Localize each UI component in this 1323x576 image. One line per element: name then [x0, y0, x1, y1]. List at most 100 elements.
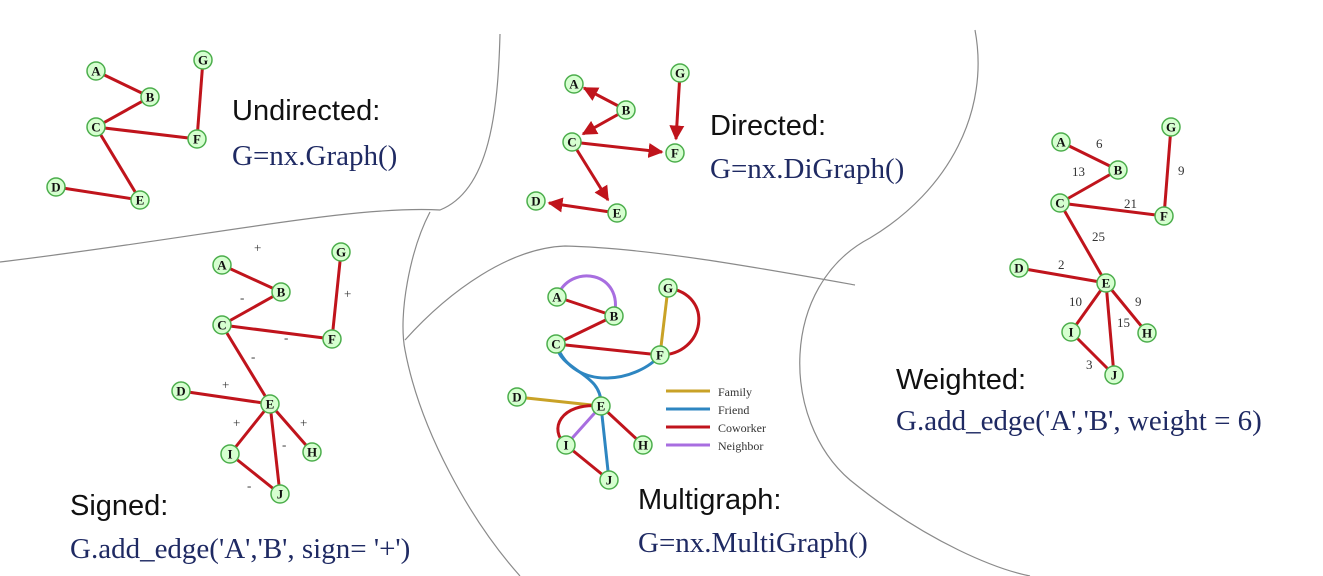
weight-label: 9 [1135, 294, 1142, 309]
edge-e-h [1104, 282, 1149, 334]
weight-label: 9 [1178, 163, 1185, 178]
node-i: I [220, 444, 240, 464]
node-e: E [591, 396, 611, 416]
divider-multigraph [404, 245, 856, 341]
edge-g-f [1162, 126, 1173, 217]
svg-text:G: G [336, 245, 346, 260]
node-f: F [665, 143, 685, 163]
svg-text:E: E [597, 399, 606, 414]
sign-label: - [251, 349, 255, 364]
node-e: E [607, 203, 627, 223]
edge-e-j [1104, 282, 1116, 376]
svg-text:G: G [675, 66, 685, 81]
svg-text:J: J [1111, 368, 1118, 383]
svg-text:D: D [512, 390, 521, 405]
legend-label-neighbor: Neighbor [718, 439, 763, 453]
svg-text:J: J [277, 487, 284, 502]
edge-c-e [1058, 202, 1108, 284]
node-g: G [1161, 117, 1181, 137]
node-c: C [546, 334, 566, 354]
weighted-edge-labels: 6 13 21 9 25 2 10 9 15 3 [1058, 136, 1185, 372]
svg-text:C: C [91, 120, 100, 135]
divider-undirected [0, 33, 501, 263]
svg-text:D: D [1014, 261, 1023, 276]
node-b: B [140, 87, 160, 107]
sign-label: + [222, 377, 229, 392]
svg-text:I: I [1068, 325, 1073, 340]
edge-e-d [547, 197, 618, 215]
multigraph-code: G=nx.MultiGraph() [638, 527, 868, 559]
node-d: D [507, 387, 527, 407]
node-g: G [193, 50, 213, 70]
node-c: C [212, 315, 232, 335]
edge-b-c [1059, 168, 1119, 205]
weight-label: 10 [1069, 294, 1082, 309]
svg-text:H: H [1142, 326, 1152, 341]
signed-code: G.add_edge('A','B', sign= '+') [70, 533, 411, 565]
svg-text:D: D [531, 194, 540, 209]
node-h: H [1137, 323, 1157, 343]
svg-text:C: C [567, 135, 576, 150]
edge-a-b-neighbor [555, 274, 617, 317]
edge-c-f [555, 342, 661, 357]
node-g: G [331, 242, 351, 262]
edge-e-i [1069, 282, 1108, 333]
edge-g-f [669, 72, 685, 141]
edge-e-i [228, 403, 272, 455]
edge-b-c [555, 314, 615, 346]
undirected-code: G=nx.Graph() [232, 140, 398, 172]
edge-c-f [95, 125, 198, 141]
node-a: A [547, 287, 567, 307]
svg-text:A: A [217, 258, 227, 273]
node-c: C [86, 117, 106, 137]
svg-text:D: D [176, 384, 185, 399]
sign-label: + [254, 240, 261, 255]
svg-text:G: G [663, 281, 673, 296]
node-d: D [46, 177, 66, 197]
edge-a-b [95, 69, 151, 99]
edge-c-f [221, 323, 333, 341]
weight-label: 15 [1117, 315, 1130, 330]
svg-text:G: G [198, 53, 208, 68]
svg-text:B: B [146, 90, 155, 105]
svg-text:H: H [638, 438, 648, 453]
edge-b-c [95, 95, 151, 129]
directed-code: G=nx.DiGraph() [710, 153, 905, 185]
weight-label: 13 [1072, 164, 1085, 179]
edge-d-e [55, 185, 141, 202]
node-j: J [599, 470, 619, 490]
node-g: G [658, 278, 678, 298]
sign-label: - [240, 290, 244, 305]
edge-e-j [599, 405, 611, 481]
weight-label: 21 [1124, 196, 1137, 211]
svg-text:B: B [622, 103, 631, 118]
node-d: D [526, 191, 546, 211]
node-d: D [1009, 258, 1029, 278]
weight-label: 6 [1096, 136, 1103, 151]
legend-label-friend: Friend [718, 403, 749, 417]
node-g: G [670, 63, 690, 83]
signed-heading: Signed: [70, 490, 169, 522]
svg-text:I: I [563, 438, 568, 453]
edge-c-e [220, 324, 272, 405]
svg-text:F: F [193, 132, 201, 147]
svg-text:E: E [1102, 276, 1111, 291]
edge-g-f-coworker [659, 286, 701, 357]
sign-label: + [344, 286, 351, 301]
sign-label: - [282, 437, 286, 452]
node-b: B [1108, 160, 1128, 180]
divider-middle [402, 211, 521, 576]
edge-b-c [221, 290, 282, 327]
edge-d-e [180, 389, 271, 406]
weight-label: 2 [1058, 257, 1065, 272]
directed-heading: Directed: [710, 110, 827, 142]
node-d: D [171, 381, 191, 401]
divider-directed-weighted [799, 29, 1031, 576]
weight-label: 25 [1092, 229, 1105, 244]
svg-text:J: J [606, 473, 613, 488]
svg-text:B: B [1114, 163, 1123, 178]
node-b: B [616, 100, 636, 120]
edge-i-j [229, 452, 281, 496]
node-i: I [1061, 322, 1081, 342]
